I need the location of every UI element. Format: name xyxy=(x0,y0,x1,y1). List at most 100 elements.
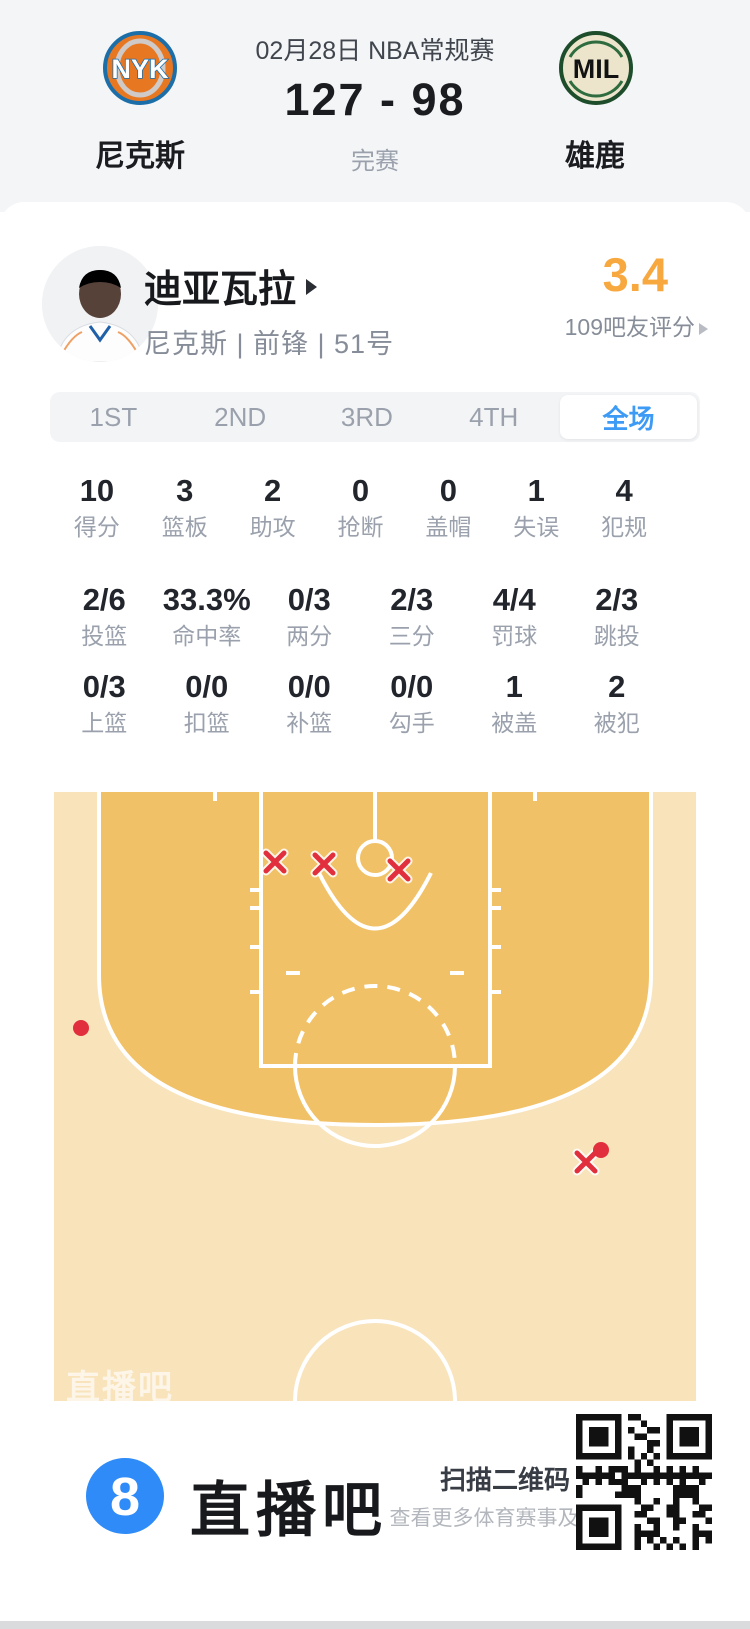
player-avatar[interactable] xyxy=(42,246,158,362)
baseline-ticks xyxy=(213,792,537,801)
stat-item: 10 得分 xyxy=(53,474,141,542)
stat-value: 2/6 xyxy=(82,582,126,617)
away-team-name: 雄鹿 xyxy=(565,140,625,173)
quarter-tab-label: 3RD xyxy=(340,401,393,432)
quarter-tabbar: 1ST 2ND 3RD 4TH 全场 xyxy=(50,392,700,442)
missed-shot-x-icon xyxy=(387,858,411,882)
away-team-logo-icon: MIL xyxy=(559,31,633,105)
stats-row-detail: 0/3 上篮 0/0 扣篮 0/0 补篮 0/0 勾手 1 被盖 2 被犯 xyxy=(53,670,668,738)
quarter-tab[interactable]: 2ND xyxy=(177,392,304,442)
stat-item: 2/3 跳投 xyxy=(566,583,669,651)
rating-arrow-icon xyxy=(699,323,708,335)
qr-title: 扫描二维码 xyxy=(439,1465,571,1495)
home-team-logo-icon: NYK xyxy=(103,31,177,105)
stat-value: 2/3 xyxy=(390,582,434,617)
player-rating-box[interactable]: 3.4 109吧友评分 xyxy=(448,250,708,342)
missed-shot-markers xyxy=(261,848,600,1176)
stat-value: 0/0 xyxy=(185,669,229,704)
stats-row-shooting: 2/6 投篮 33.3% 命中率 0/3 两分 2/3 三分 4/4 罚球 2/… xyxy=(53,583,668,651)
stat-item: 0 抢断 xyxy=(317,474,405,542)
stat-value: 4 xyxy=(615,473,633,508)
stat-label: 命中率 xyxy=(172,623,242,649)
stat-item: 1 被盖 xyxy=(463,670,566,738)
stat-item: 2/6 投篮 xyxy=(53,583,156,651)
player-rating: 3.4 xyxy=(602,248,668,301)
quarter-tab-label: 1ST xyxy=(89,401,138,432)
stat-item: 0 盖帽 xyxy=(404,474,492,542)
brand-8-logo-icon: 8 xyxy=(86,1458,164,1534)
stat-value: 1 xyxy=(527,473,545,508)
stat-value: 0/0 xyxy=(287,669,331,704)
stat-value: 4/4 xyxy=(492,582,536,617)
qr-code xyxy=(576,1414,712,1550)
stat-label: 跳投 xyxy=(593,623,640,649)
stat-item: 0/0 勾手 xyxy=(361,670,464,738)
stat-label: 三分 xyxy=(388,623,435,649)
stat-value: 10 xyxy=(79,473,115,508)
stat-item: 0/0 补篮 xyxy=(258,670,361,738)
stat-value: 33.3% xyxy=(162,582,251,617)
stat-item: 4 犯规 xyxy=(580,474,668,542)
quarter-tab-label: 4TH xyxy=(469,401,519,432)
game-score: 127 - 98 xyxy=(284,74,466,125)
stats-row-basic: 10 得分 3 篮板 2 助攻 0 抢断 0 盖帽 1 失误 4 犯规 xyxy=(53,474,668,542)
stat-item: 2 被犯 xyxy=(566,670,669,738)
stat-label: 补篮 xyxy=(286,710,333,736)
stat-item: 3 篮板 xyxy=(141,474,229,542)
quarter-tab-label: 全场 xyxy=(602,403,655,434)
quarter-tab[interactable]: 1ST xyxy=(50,392,177,442)
missed-shot-x-icon xyxy=(574,1150,598,1174)
quarter-tab[interactable]: 3RD xyxy=(304,392,431,442)
missed-shot-x-icon xyxy=(263,850,287,874)
stat-label: 抢断 xyxy=(337,514,384,540)
half-court-circle xyxy=(293,1319,457,1402)
brand-name: 直播吧 xyxy=(190,1477,388,1544)
lane-hash-marks xyxy=(250,888,501,994)
made-shot-dot-icon xyxy=(73,1020,89,1036)
player-avatar-image xyxy=(42,246,158,362)
home-team-abbr: NYK xyxy=(111,54,169,84)
free-throw-circle-solid xyxy=(293,1065,457,1148)
stat-value: 2 xyxy=(608,669,626,704)
qr-subtitle: 查看更多体育赛事及资讯 xyxy=(389,1507,621,1530)
stat-label: 犯规 xyxy=(601,514,648,540)
stat-label: 篮板 xyxy=(161,514,208,540)
stat-value: 0 xyxy=(351,473,370,508)
stat-item: 0/3 上篮 xyxy=(53,670,156,738)
stat-item: 1 失误 xyxy=(492,474,580,542)
stat-value: 2/3 xyxy=(595,582,639,617)
game-date: 02月28日 NBA常规赛 xyxy=(255,37,495,65)
free-throw-circle-dashed xyxy=(293,984,457,1067)
lane-lines xyxy=(259,792,492,1068)
player-name: 迪亚瓦拉 xyxy=(144,268,297,311)
stat-value: 3 xyxy=(176,473,194,508)
stat-label: 两分 xyxy=(286,623,333,649)
stat-value: 2 xyxy=(264,473,282,508)
player-detail-arrow-icon[interactable] xyxy=(306,279,318,295)
stat-label: 盖帽 xyxy=(425,514,472,540)
stat-value: 0/3 xyxy=(287,582,331,617)
stat-item: 0/0 扣篮 xyxy=(156,670,259,738)
game-status: 完赛 xyxy=(351,148,399,175)
stat-label: 被盖 xyxy=(491,710,538,736)
bottom-divider xyxy=(0,1621,750,1629)
stat-item: 0/3 两分 xyxy=(258,583,361,651)
quarter-tab[interactable]: 4TH xyxy=(430,392,557,442)
stat-value: 1 xyxy=(505,669,523,704)
three-point-line xyxy=(97,792,653,1128)
stat-item: 33.3% 命中率 xyxy=(156,583,259,651)
stat-item: 2/3 三分 xyxy=(361,583,464,651)
stat-label: 罚球 xyxy=(491,623,538,649)
court-watermark: 直播吧 xyxy=(66,1369,174,1407)
quarter-tab[interactable]: 全场 xyxy=(560,395,697,439)
stat-label: 被犯 xyxy=(593,710,640,736)
quarter-tab-label: 2ND xyxy=(214,401,267,432)
stat-label: 扣篮 xyxy=(183,710,230,736)
away-team-abbr: MIL xyxy=(573,54,620,84)
stat-label: 勾手 xyxy=(388,710,435,736)
rating-caption[interactable]: 109吧友评分 xyxy=(448,308,708,342)
stat-value: 0/3 xyxy=(82,669,126,704)
stat-label: 得分 xyxy=(73,514,120,540)
stat-item: 4/4 罚球 xyxy=(463,583,566,651)
